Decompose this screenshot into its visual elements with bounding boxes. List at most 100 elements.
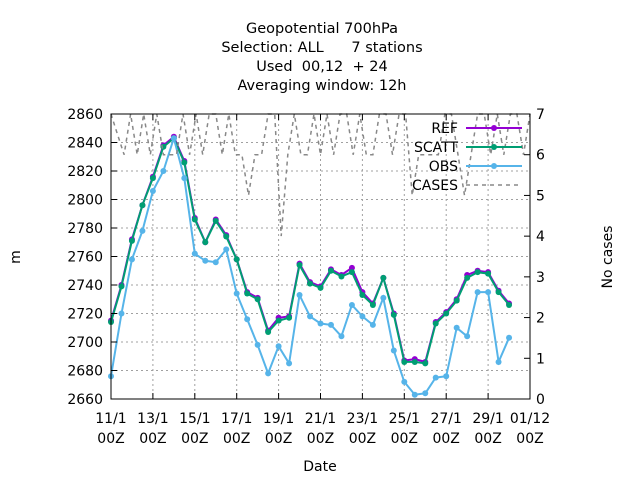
data-point-obs [369,321,376,328]
title-line-4: Averaging window: 12h [237,78,406,94]
data-point-obs [265,370,272,377]
data-point-scatt [296,262,303,269]
legend-label-scatt: SCATT [414,140,458,156]
data-point-scatt [327,267,334,274]
legend-label-ref: REF [431,121,458,137]
data-point-scatt [474,269,481,276]
x-tick-label-hour: 00Z [432,431,459,447]
data-point-obs [160,168,167,174]
x-tick-label-hour: 00Z [97,431,124,447]
data-point-obs [348,301,355,308]
data-point-obs [181,175,188,182]
x-tick-label-hour: 00Z [349,431,376,447]
y-tick-label: 2720 [67,307,103,323]
y-tick-label: 2660 [67,392,103,408]
data-point-scatt [212,217,219,224]
data-point-scatt [348,269,355,276]
grid [111,114,530,399]
data-point-obs [202,257,209,264]
legend-marker-ref [491,125,497,131]
x-tick-label-date: 29/1 [472,411,503,427]
y-tick-label: 2780 [67,221,103,237]
data-point-obs [380,294,387,301]
data-point-scatt [265,329,272,336]
data-point-obs [307,313,314,320]
legend-label-obs: OBS [429,159,458,175]
y2-tick-label: 0 [536,392,545,408]
data-point-obs [170,135,177,142]
data-point-scatt [453,297,460,304]
data-point-obs [317,320,324,327]
x-tick-label-hour: 00Z [139,431,166,447]
data-point-scatt [244,290,251,297]
data-point-obs [443,373,450,380]
data-point-obs [411,391,418,398]
y2-tick-label: 2 [536,311,545,327]
x-tick-label-date: 13/1 [137,411,168,427]
data-point-scatt [422,360,429,367]
legend-marker-obs [491,163,497,169]
title-line-2: Selection: ALL 7 stations [221,40,422,56]
y2-tick-label: 7 [536,107,545,123]
y2-axis-label: No cases [600,226,616,289]
x-tick-label-date: 27/1 [430,411,461,427]
x-tick-label-hour: 00Z [307,431,334,447]
data-point-obs [244,316,251,323]
data-point-scatt [254,296,261,303]
data-point-scatt [506,301,513,308]
y-tick-label: 2820 [67,164,103,180]
y-axis-label: m [8,250,24,264]
plot-area [108,113,531,398]
x-tick-label-date: 23/1 [347,411,378,427]
data-point-obs [453,324,460,331]
data-point-obs [338,333,345,340]
y-tick-label: 2800 [67,193,103,209]
x-tick-label-hour: 00Z [181,431,208,447]
data-point-obs [128,256,135,263]
data-point-scatt [495,289,502,296]
data-point-obs [139,227,146,234]
legend: REF SCATT OBS CASES [412,121,522,194]
data-point-obs [359,313,366,320]
x-tick-label-date: 17/1 [221,411,252,427]
y-tick-label: 2760 [67,250,103,266]
data-point-obs [485,289,492,296]
data-point-scatt [286,314,293,321]
data-point-scatt [191,216,198,223]
data-point-obs [286,360,293,367]
data-point-scatt [411,358,418,365]
data-point-scatt [432,320,439,327]
data-point-obs [506,334,513,341]
data-point-obs [275,343,282,350]
title-line-3: Used 00,12 + 24 [256,59,387,75]
data-point-ref [348,264,355,271]
data-point-scatt [128,237,135,244]
series-line-obs [110,134,511,396]
y2-tick-label: 1 [536,351,545,367]
data-point-obs [191,250,198,257]
x-tick-label-hour: 00Z [391,431,418,447]
data-point-obs [254,341,261,348]
x-tick-label-hour: 00Z [223,431,250,447]
ticks: 2660268027002720274027602780280028202840… [67,107,550,447]
data-point-scatt [390,311,397,318]
x-tick-label-hour: 00Z [516,431,543,447]
data-point-obs [464,333,471,340]
y2-tick-label: 6 [536,148,545,164]
y2-tick-label: 5 [536,188,545,204]
legend-label-cases: CASES [412,178,458,194]
y-tick-label: 2680 [67,364,103,380]
data-point-obs [390,347,397,354]
data-point-scatt [275,317,282,324]
data-point-scatt [307,280,314,287]
y-tick-label: 2700 [67,335,103,351]
data-point-scatt [369,301,376,308]
data-point-scatt [233,256,240,263]
data-point-scatt [181,159,188,166]
y-tick-label: 2840 [67,136,103,152]
data-point-scatt [202,239,209,246]
data-point-scatt [223,233,230,240]
x-tick-label-date: 21/1 [305,411,336,427]
x-tick-label-date: 11/1 [95,411,126,427]
